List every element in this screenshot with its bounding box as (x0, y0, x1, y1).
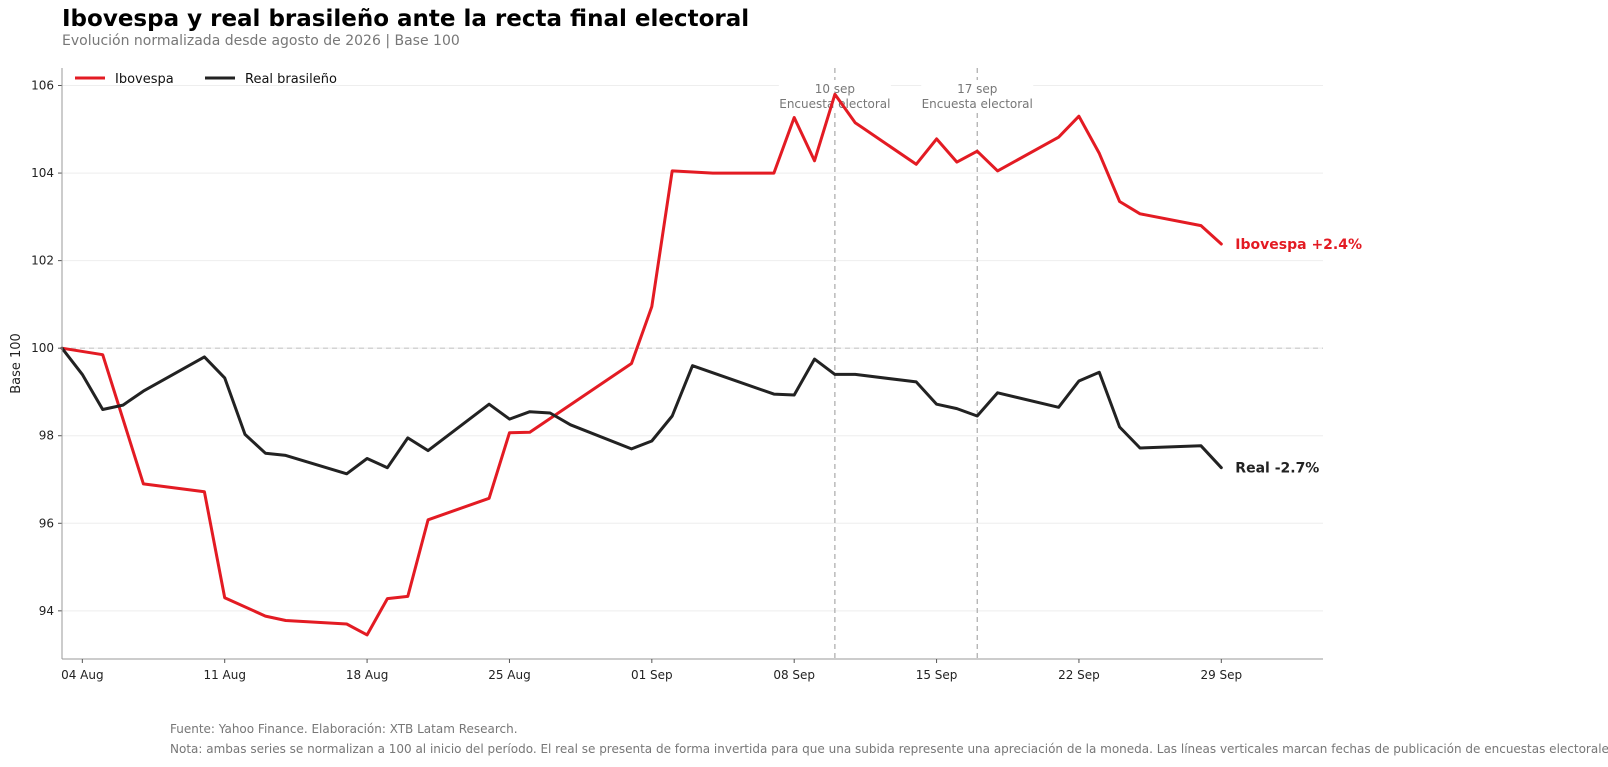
y-tick-label: 102 (31, 254, 54, 268)
y-tick-label: 106 (31, 79, 54, 93)
series-line-ibovespa (60, 92, 1223, 637)
y-tick-label: 98 (39, 429, 54, 443)
y-tick-label: 104 (31, 166, 54, 180)
y-tick-label: 100 (31, 341, 54, 355)
series-lines (60, 92, 1223, 637)
x-tick-label: 04 Aug (61, 668, 104, 682)
x-tick-label: 15 Sep (916, 668, 958, 682)
x-tick-label: 22 Sep (1058, 668, 1100, 682)
series-line-real (60, 346, 1223, 476)
source-text: Fuente: Yahoo Finance. Elaboración: XTB … (170, 722, 518, 736)
x-tick-label: 18 Aug (346, 668, 389, 682)
x-tick-label: 11 Aug (203, 668, 246, 682)
legend: Ibovespa Real brasileño (75, 72, 337, 87)
chart-subtitle: Evolución normalizada desde agosto de 20… (62, 33, 460, 49)
end-label-real: Real -2.7% (1235, 461, 1319, 477)
note-text: Nota: ambas series se normalizan a 100 a… (170, 742, 1608, 756)
y-tick-label: 94 (39, 604, 54, 618)
annotation-date: 17 sep (957, 82, 997, 96)
x-tick-label: 08 Sep (773, 668, 815, 682)
y-tick-label: 96 (39, 516, 54, 530)
y-axis-label: Base 100 (9, 333, 24, 394)
chart-title: Ibovespa y real brasileño ante la recta … (62, 6, 750, 32)
x-tick-label: 25 Aug (488, 668, 531, 682)
annotation-text: Encuesta electoral (779, 97, 890, 111)
legend-label: Ibovespa (115, 72, 174, 87)
annotation-text: Encuesta electoral (922, 97, 1033, 111)
annotation-date: 10 sep (815, 82, 855, 96)
legend-label: Real brasileño (245, 72, 337, 87)
end-labels: Ibovespa +2.4% Real -2.7% (1235, 237, 1362, 477)
grid-lines (62, 85, 1323, 612)
axes: 94 96 98 100 102 104 106 04 Aug 11 Aug 18 Aug 25 A… (9, 68, 1323, 682)
end-label-ibovespa: Ibovespa +2.4% (1235, 237, 1362, 253)
x-tick-label: 01 Sep (631, 668, 673, 682)
x-tick-label: 29 Sep (1200, 668, 1242, 682)
annotation-label-bg (921, 80, 1034, 113)
